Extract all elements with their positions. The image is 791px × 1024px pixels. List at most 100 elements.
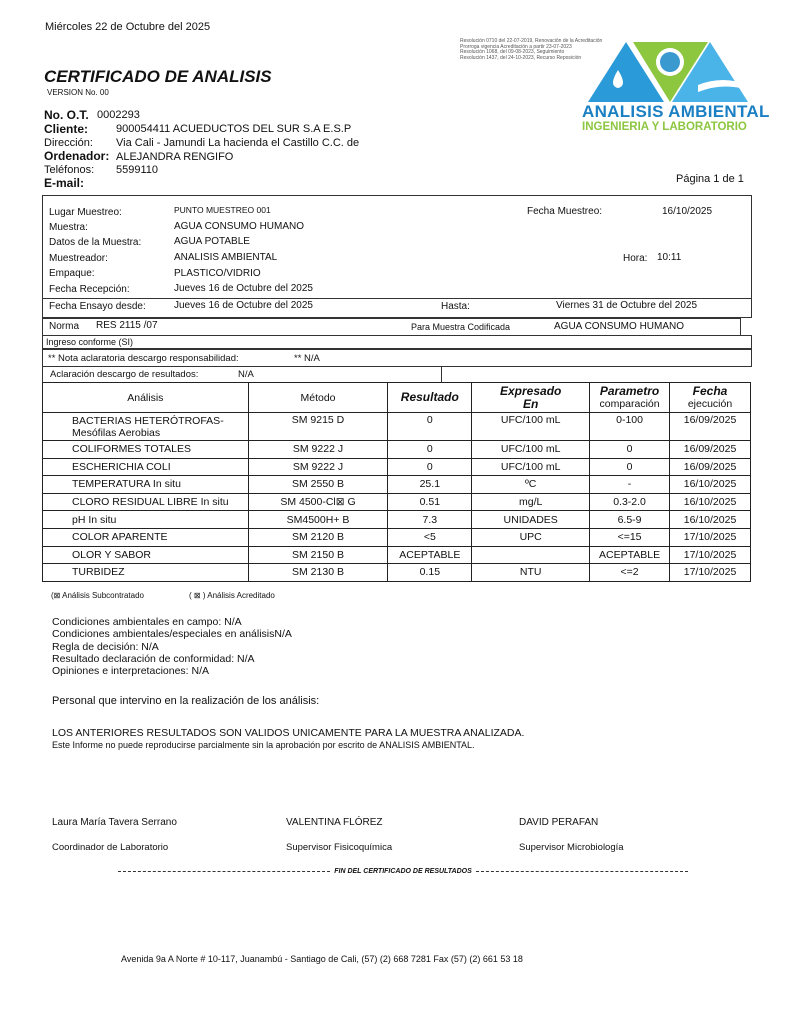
resolution: Prorroga vigencia Acreditación a partir …	[460, 43, 572, 50]
cell-analisis: COLIFORMES TOTALES	[42, 440, 249, 459]
table-row: TEMPERATURA In situ SM 2550 B 25.1 ºC -16/10…	[42, 475, 751, 494]
cell-parametro: <=15	[589, 527, 671, 547]
cell-fecha: 16/10/2025	[669, 510, 751, 529]
cell-parametro: 0-100	[589, 412, 671, 441]
signer-name: VALENTINA FLÓREZ	[286, 817, 383, 828]
cell-analisis: OLOR Y SABOR	[42, 545, 249, 565]
cell-expresado	[471, 545, 591, 565]
cliente-label: Cliente:	[44, 122, 89, 136]
cell-expresado: mg/L	[471, 492, 591, 512]
logo-tagline: INGENIERIA Y LABORATORIO	[582, 121, 747, 133]
cell-metodo: SM 2150 B	[247, 545, 389, 565]
lugar-label: Lugar Muestreo:	[49, 207, 122, 218]
parametro-label: Parametro	[599, 384, 660, 398]
ingreso-row	[42, 335, 752, 349]
cell-parametro: 0	[589, 440, 671, 459]
fecha-muestreo-label: Fecha Muestreo:	[527, 206, 603, 217]
empaque-label: Empaque:	[49, 268, 95, 279]
ingreso: Ingreso conforme (SI)	[46, 337, 134, 347]
norma-label: Norma	[49, 321, 80, 332]
muestreador-label: Muestreador:	[49, 253, 108, 264]
cell-fecha: 16/09/2025	[669, 412, 751, 441]
cell-resultado: 0	[387, 457, 473, 477]
col-metodo: Método	[247, 382, 389, 413]
cell-analisis: TURBIDEZ	[42, 563, 249, 582]
conditions: Condiciones ambientales en campo: N/A Con…	[52, 616, 292, 677]
col-fecha: Fecha ejecución	[669, 382, 751, 413]
nota-value: ** N/A	[294, 353, 320, 364]
cell-parametro: ACEPTABLE	[589, 545, 671, 565]
table-row: OLOR Y SABOR SM 2150 B ACEPTABLE ACEPTABLE 1…	[42, 545, 751, 565]
nota-label: ** Nota aclaratoria descargo responsabil…	[48, 353, 239, 364]
legend-acreditado: ( ⊠ ) Análisis Acreditado	[189, 591, 275, 600]
condition: Regla de decisión: N/A	[52, 640, 159, 653]
fecha-muestreo-value: 16/10/2025	[662, 206, 713, 217]
date-header: Miércoles 22 de Octubre del 2025	[45, 21, 211, 33]
col-resultado: Resultado	[387, 382, 473, 413]
cell-fecha: 16/09/2025	[669, 440, 751, 459]
signer-name: Laura María Tavera Serrano	[52, 817, 177, 828]
cell-analisis: pH In situ	[42, 510, 249, 529]
legend-subcontratado: (⊠ Análisis Subcontratado	[51, 591, 144, 600]
cell-metodo: SM 2120 B	[247, 527, 389, 547]
signer-role: Supervisor Microbiología	[519, 842, 624, 853]
cell-resultado: 7.3	[387, 510, 473, 529]
cliente-value: 900054411 ACUEDUCTOS DEL SUR S.A E.S.P	[116, 123, 352, 135]
table-row: BACTERIAS HETERÓTROFAS- Mesófilas Aerobia…	[42, 412, 751, 441]
logo-icon	[588, 42, 748, 102]
cell-parametro: 6.5-9	[589, 510, 671, 529]
end-label: FIN DEL CERTIFICADO DE RESULTADOS	[334, 868, 472, 875]
cell-metodo: SM 2130 B	[247, 563, 389, 582]
ot-label: No. O.T.	[44, 108, 89, 122]
muestreador-value: ANALISIS AMBIENTAL	[174, 252, 278, 263]
expresado-label: Expresado	[500, 383, 562, 398]
norma-value: RES 2115 /07	[96, 320, 158, 331]
cell-analisis: CLORO RESIDUAL LIBRE In situ	[42, 492, 249, 512]
cell-metodo: SM 2550 B	[247, 475, 389, 494]
empaque-value: PLASTICO/VIDRIO	[174, 268, 261, 279]
cell-analisis: BACTERIAS HETERÓTROFAS- Mesófilas Aerobia…	[42, 412, 249, 441]
logo-name: ANALISIS AMBIENTAL	[582, 102, 770, 121]
cell-expresado: ºC	[471, 475, 591, 494]
cell-resultado: 0.51	[387, 492, 473, 512]
cell-fecha: 17/10/2025	[669, 545, 751, 565]
hasta-value: Viernes 31 de Octubre del 2025	[556, 300, 698, 311]
muestra-label: Muestra:	[49, 222, 88, 233]
cell-metodo: SM 9222 J	[247, 440, 389, 459]
aclaracion-value: N/A	[238, 369, 254, 380]
cell-fecha: 16/09/2025	[669, 457, 751, 477]
resolution: Resolución 1068, del 09-08-2023, Seguimi…	[460, 49, 565, 55]
recepcion-label: Fecha Recepción:	[49, 284, 130, 295]
cell-expresado: UFC/100 mL	[471, 440, 591, 459]
cell-expresado: UPC	[471, 527, 591, 547]
table-header: Análisis Método Resultado Expresado En Pa…	[42, 382, 751, 413]
resolution: Resolución 1437, del 24-10-2023, Recurso…	[460, 54, 582, 61]
ot-value: 0002293	[97, 109, 140, 121]
analisis-line: BACTERIAS HETERÓTROFAS-	[72, 414, 224, 427]
personal-label: Personal que intervino en la realización…	[52, 695, 320, 707]
cell-expresado: NTU	[471, 563, 591, 582]
cell-metodo: SM 9215 D	[247, 412, 389, 441]
sample-box	[42, 195, 752, 318]
resolutions: Resolución 0710 del 22-07-2019, Renovaci…	[460, 38, 602, 61]
cell-metodo: SM4500H+ B	[247, 510, 389, 529]
col-expresado: Expresado En	[471, 382, 591, 413]
telefonos-value: 5599110	[116, 164, 159, 176]
reproduction-note: Este Informe no puede reproducirse parci…	[52, 740, 475, 750]
condition: Condiciones ambientales en campo: N/A	[52, 616, 242, 628]
cell-expresado: UNIDADES	[471, 510, 591, 529]
cell-analisis: TEMPERATURA In situ	[42, 475, 249, 494]
table-row: ESCHERICHIA COLI SM 9222 J 0 UFC/100 mL 0 16/…	[42, 457, 751, 477]
datos-label: Datos de la Muestra:	[49, 237, 142, 248]
signer-name: DAVID PERAFAN	[519, 817, 599, 828]
table-row: COLIFORMES TOTALES SM 9222 J 0 UFC/100 mL 0 1…	[42, 440, 751, 459]
muestra-value: AGUA CONSUMO HUMANO	[174, 221, 305, 232]
hora-value: 10:11	[657, 252, 682, 263]
cell-fecha: 16/10/2025	[669, 475, 751, 494]
email-label: E-mail:	[44, 176, 85, 190]
fecha-label: Fecha	[692, 384, 728, 398]
comparacion-label: comparación	[599, 398, 660, 410]
page-number: Página 1 de 1	[676, 173, 744, 185]
cell-expresado: UFC/100 mL	[471, 412, 591, 441]
hora-label: Hora:	[623, 253, 648, 264]
